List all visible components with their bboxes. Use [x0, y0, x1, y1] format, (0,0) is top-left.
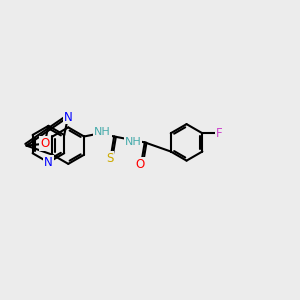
Text: N: N — [64, 111, 72, 124]
Text: O: O — [40, 137, 49, 150]
Text: F: F — [216, 127, 223, 140]
Text: NH: NH — [94, 127, 111, 137]
Text: N: N — [44, 156, 53, 169]
Text: O: O — [136, 158, 145, 171]
Text: S: S — [106, 152, 113, 165]
Text: NH: NH — [125, 137, 142, 147]
